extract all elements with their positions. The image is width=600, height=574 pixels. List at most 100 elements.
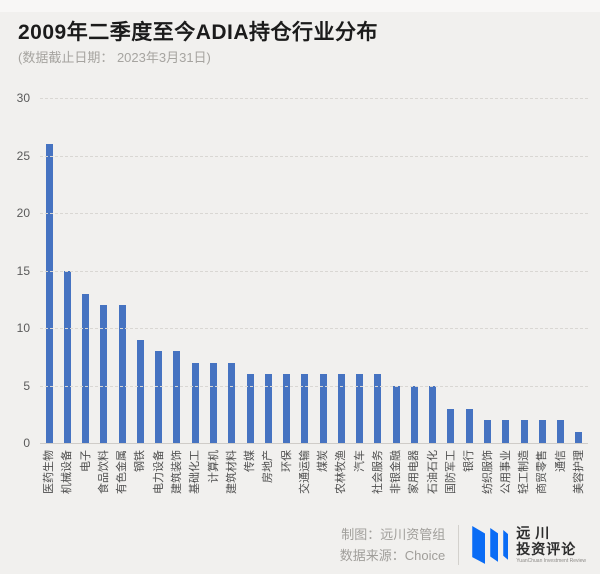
bar-column — [424, 98, 442, 443]
x-label-交通运输: 交通运输 — [298, 450, 311, 494]
logo-bar-2 — [490, 528, 499, 562]
bar-非银金融 — [392, 385, 400, 443]
bar-column — [223, 98, 241, 443]
y-tick-25: 25 — [16, 148, 30, 163]
bar-农林牧渔 — [337, 374, 345, 443]
x-label-cell: 汽车 — [351, 447, 369, 522]
x-label-cell: 食品饮料 — [95, 447, 113, 522]
y-axis: 0 5 10 15 20 25 30 — [0, 91, 32, 452]
y-tick-0: 0 — [23, 436, 30, 450]
footer-divider — [458, 525, 460, 565]
x-label-cell: 建筑材料 — [223, 447, 241, 522]
x-label-轻工制造: 轻工制造 — [518, 450, 531, 494]
x-label-cell: 银行 — [460, 447, 478, 522]
x-label-建筑材料: 建筑材料 — [225, 450, 238, 494]
bar-column — [40, 98, 58, 443]
bar-column — [241, 98, 259, 443]
x-label-家用电器: 家用电器 — [408, 450, 421, 494]
x-label-cell: 交通运输 — [296, 447, 314, 522]
bar-column — [259, 98, 277, 443]
x-label-食品饮料: 食品饮料 — [97, 450, 110, 494]
brand-logo: 远川 投资评论 YuanChuan Investment Review — [472, 525, 586, 565]
bar-column — [442, 98, 460, 443]
bar-基础化工 — [191, 362, 199, 443]
credit-line: 制图：远川资管组 — [341, 527, 446, 542]
bar-商贸零售 — [538, 420, 546, 443]
gridline-30 — [40, 98, 588, 99]
x-label-电力设备: 电力设备 — [152, 450, 165, 494]
y-tick-30: 30 — [16, 91, 30, 105]
x-label-cell: 基础化工 — [186, 447, 204, 522]
x-label-cell: 石油石化 — [424, 447, 442, 522]
x-label-cell: 房地产 — [259, 447, 277, 522]
brand-name: 远川 — [516, 525, 555, 541]
x-label-非银金融: 非银金融 — [390, 450, 403, 494]
logo-bar-3 — [503, 530, 509, 560]
x-label-房地产: 房地产 — [262, 450, 275, 483]
x-label-医药生物: 医药生物 — [43, 450, 56, 494]
bar-column — [478, 98, 496, 443]
bar-column — [296, 98, 314, 443]
x-label-cell: 轻工制造 — [515, 447, 533, 522]
x-label-传媒: 传媒 — [244, 450, 257, 472]
x-label-农林牧渔: 农林牧渔 — [335, 450, 348, 494]
y-tick-10: 10 — [16, 321, 30, 335]
x-label-cell: 国防军工 — [442, 447, 460, 522]
bar-chart: 0 5 10 15 20 25 30 医药生物 机械设备 电子 食品饮料 有色金属 钢铁 电力设备 建筑装… — [0, 91, 600, 522]
x-label-cell: 非银金融 — [387, 447, 405, 522]
brand-english: YuanChuan Investment Review — [516, 558, 586, 564]
x-label-cell: 电力设备 — [150, 447, 168, 522]
x-label-cell: 有色金属 — [113, 447, 131, 522]
bar-column — [533, 98, 551, 443]
x-label-公用事业: 公用事业 — [499, 450, 512, 494]
y-tick-5: 5 — [23, 378, 30, 393]
bar-column — [204, 98, 222, 443]
x-label-银行: 银行 — [463, 450, 476, 472]
x-axis-labels: 医药生物 机械设备 电子 食品饮料 有色金属 钢铁 电力设备 建筑装饰 基础化工 计算机 建筑材料传… — [40, 447, 588, 522]
x-label-cell: 计算机 — [204, 447, 222, 522]
bar-美容护理 — [575, 431, 583, 443]
x-label-cell: 家用电器 — [405, 447, 423, 522]
x-label-商贸零售: 商贸零售 — [536, 450, 549, 494]
bar-机械设备 — [63, 270, 71, 443]
chart-title: 2009年二季度至今ADIA持仓行业分布 — [18, 21, 379, 44]
bar-column — [314, 98, 332, 443]
x-label-cell: 通信 — [551, 447, 569, 522]
bar-传媒 — [246, 374, 254, 443]
chart-subtitle: (数据截止日期： 2023年3月31日) — [18, 50, 211, 65]
bar-column — [351, 98, 369, 443]
x-label-国防军工: 国防军工 — [444, 450, 457, 494]
bar-轻工制造 — [520, 420, 528, 443]
bar-column — [332, 98, 350, 443]
x-label-美容护理: 美容护理 — [572, 450, 585, 494]
bar-煤炭 — [319, 374, 327, 443]
x-label-cell: 机械设备 — [58, 447, 76, 522]
bar-column — [570, 98, 588, 443]
logo-bar-1 — [472, 526, 486, 564]
x-label-建筑装饰: 建筑装饰 — [170, 450, 183, 494]
bar-有色金属 — [118, 305, 126, 443]
x-label-cell: 建筑装饰 — [168, 447, 186, 522]
x-label-cell: 社会服务 — [369, 447, 387, 522]
bar-column — [95, 98, 113, 443]
bar-食品饮料 — [100, 305, 108, 443]
bar-column — [497, 98, 515, 443]
x-label-cell: 公用事业 — [497, 447, 515, 522]
gridline-10 — [40, 328, 588, 329]
source-line: 数据来源：Choice — [339, 548, 446, 563]
x-label-有色金属: 有色金属 — [116, 450, 129, 494]
x-label-cell: 美容护理 — [570, 447, 588, 522]
x-label-计算机: 计算机 — [207, 450, 220, 483]
footer: 制图：远川资管组 数据来源：Choice 远川 投资评论 YuanChuan I… — [340, 522, 586, 568]
x-label-钢铁: 钢铁 — [134, 450, 147, 472]
x-label-cell: 煤炭 — [314, 447, 332, 522]
bar-钢铁 — [136, 339, 144, 443]
bar-column — [460, 98, 478, 443]
x-label-汽车: 汽车 — [353, 450, 366, 472]
bar-column — [77, 98, 95, 443]
gridline-20 — [40, 213, 588, 214]
x-label-通信: 通信 — [554, 450, 567, 472]
bar-column — [150, 98, 168, 443]
bar-计算机 — [210, 362, 218, 443]
